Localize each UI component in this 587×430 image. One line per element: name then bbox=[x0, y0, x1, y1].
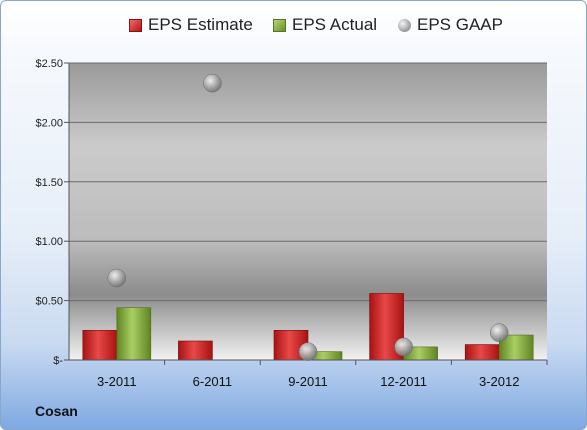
x-tick-label: 3-2011 bbox=[97, 374, 137, 389]
x-tick-label: 12-2011 bbox=[380, 374, 427, 389]
legend-swatch-eps-actual bbox=[273, 18, 286, 32]
x-tick-label: 3-2012 bbox=[479, 374, 519, 389]
bar-eps-estimate bbox=[178, 340, 213, 361]
point-eps-gaap bbox=[394, 337, 413, 357]
company-label: Cosan bbox=[35, 403, 78, 419]
point-eps-gaap bbox=[298, 342, 318, 361]
legend-item-eps-actual: EPS Actual bbox=[273, 15, 377, 35]
legend-label-eps-estimate: EPS Estimate bbox=[148, 15, 253, 34]
y-tick-label: $1.00 bbox=[35, 236, 63, 248]
y-tick-label: $2.00 bbox=[35, 117, 63, 129]
point-eps-gaap bbox=[203, 73, 222, 93]
x-tick-label: 9-2011 bbox=[288, 374, 328, 389]
bar-eps-estimate bbox=[464, 344, 500, 361]
bar-eps-estimate bbox=[82, 329, 118, 361]
legend-swatch-eps-gaap bbox=[398, 18, 411, 32]
legend-label-eps-gaap: EPS GAAP bbox=[417, 15, 503, 34]
point-eps-gaap bbox=[489, 323, 509, 342]
bar-eps-estimate bbox=[369, 293, 404, 361]
legend: EPS Estimate EPS Actual EPS GAAP bbox=[1, 15, 586, 41]
legend-item-eps-gaap: EPS GAAP bbox=[398, 15, 503, 35]
bar-eps-actual bbox=[116, 307, 152, 361]
legend-item-eps-estimate: EPS Estimate bbox=[129, 15, 253, 35]
y-tick-label: $0.50 bbox=[35, 296, 63, 308]
y-tick-label: $- bbox=[53, 355, 63, 367]
legend-swatch-eps-estimate bbox=[129, 18, 142, 32]
point-eps-gaap bbox=[107, 268, 127, 288]
legend-label-eps-actual: EPS Actual bbox=[292, 15, 378, 34]
y-tick-label: $2.50 bbox=[35, 58, 63, 70]
x-tick-label: 6-2011 bbox=[193, 374, 233, 389]
y-tick-label: $1.50 bbox=[35, 177, 63, 189]
